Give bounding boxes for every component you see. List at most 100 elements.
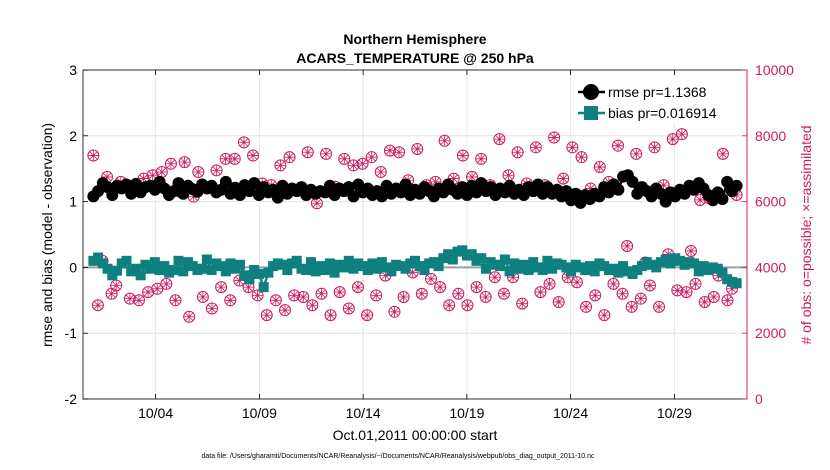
bias-point [651,262,662,273]
bias-point [362,265,373,276]
obs-count-marker [160,277,173,290]
obs-count-marker [689,277,702,290]
obs-count-marker [434,281,447,294]
obs-count-marker [716,147,729,160]
obs-count-marker [306,299,319,312]
obs-count-marker [475,152,488,165]
rmse-point [626,175,639,188]
obs-assimilated-cross [288,289,300,301]
rmse-point [470,186,483,199]
bias-point [495,261,506,272]
obs-assimilated-cross [443,299,455,311]
bias-point [476,253,487,264]
bias-point [97,258,108,269]
x-tick-label: 10/09 [242,405,277,421]
obs-count-marker [178,156,191,169]
legend-rmse-label: rmse pr=1.1368 [608,84,707,100]
bias-point [197,263,208,274]
obs-count-marker [666,133,679,146]
obs-assimilated-cross [160,278,172,290]
obs-count-marker [497,287,510,300]
obs-assimilated-cross [649,141,661,153]
bias-point [258,282,269,293]
obs-count-marker [365,151,378,164]
obs-assimilated-cross [489,271,501,283]
obs-assimilated-cross [644,279,656,291]
obs-assimilated-cross [580,301,592,313]
bias-point [339,262,350,273]
bias-point [135,270,146,281]
obs-count-marker [653,300,666,313]
bias-point [504,266,515,277]
bias-point [149,257,160,268]
obs-count-marker [707,291,720,304]
obs-assimilated-cross [425,273,437,285]
obs-count-marker [164,157,177,170]
rmse-point [233,189,246,202]
obs-count-marker [612,139,625,152]
y2-tick-label: 0 [755,391,763,407]
obs-assimilated-cross [220,153,232,165]
bias-point [480,263,491,274]
obs-assimilated-cross [617,288,629,300]
obs-count-marker [351,281,364,294]
rmse-point [323,179,336,192]
obs-assimilated-cross [320,148,332,160]
obs-assimilated-cross [461,299,473,311]
bias-point [419,265,430,276]
obs-assimilated-cross [315,288,327,300]
obs-count-marker [634,292,647,305]
bias-point [220,266,231,277]
obs-count-marker [570,276,583,289]
obs-assimilated-cross [347,159,359,171]
bias-point [443,249,454,260]
bias-point [585,261,596,272]
obs-assimilated-cross [375,166,387,178]
obs-count-marker [671,284,684,297]
obs-count-marker [251,289,264,302]
bias-point [206,265,217,276]
obs-assimilated-cross [534,286,546,298]
obs-assimilated-cross [179,156,191,168]
obs-assimilated-cross [398,291,410,303]
bias-point [466,249,477,260]
obs-count-marker [196,291,209,304]
obs-count-marker [383,144,396,157]
bias-point [665,258,676,269]
obs-count-marker [493,133,506,146]
obs-assimilated-cross [557,173,569,185]
obs-count-marker [356,157,369,170]
bias-point [400,263,411,274]
obs-assimilated-cross [242,281,254,293]
obs-assimilated-cross [325,309,337,321]
rmse-point [560,185,573,198]
obs-count-marker [621,240,634,253]
obs-assimilated-cross [416,288,428,300]
obs-assimilated-cross [571,276,583,288]
bias-point [244,274,255,285]
obs-count-marker [237,136,250,149]
obs-count-marker [534,286,547,299]
obs-assimilated-cross [211,164,223,176]
obs-count-marker [393,146,406,159]
obs-count-marker [342,302,355,315]
obs-assimilated-cross [279,304,291,316]
y-tick-label: 1 [69,194,77,210]
y2-tick-label: 2000 [755,325,786,341]
obs-assimilated-cross [471,281,483,293]
obs-assimilated-cross [553,296,565,308]
obs-count-marker [685,244,698,257]
obs-count-marker [452,287,465,300]
obs-assimilated-cross [151,283,163,295]
obs-assimilated-cross [110,279,122,291]
rmse-point [375,190,388,203]
obs-assimilated-cross [261,309,273,321]
rmse-point [569,187,582,200]
obs-count-marker [169,294,182,307]
obs-count-marker [548,131,561,144]
obs-count-marker [247,149,260,162]
obs-count-marker [557,172,570,185]
obs-count-marker [151,282,164,295]
obs-assimilated-cross [106,288,118,300]
bias-point [320,265,331,276]
